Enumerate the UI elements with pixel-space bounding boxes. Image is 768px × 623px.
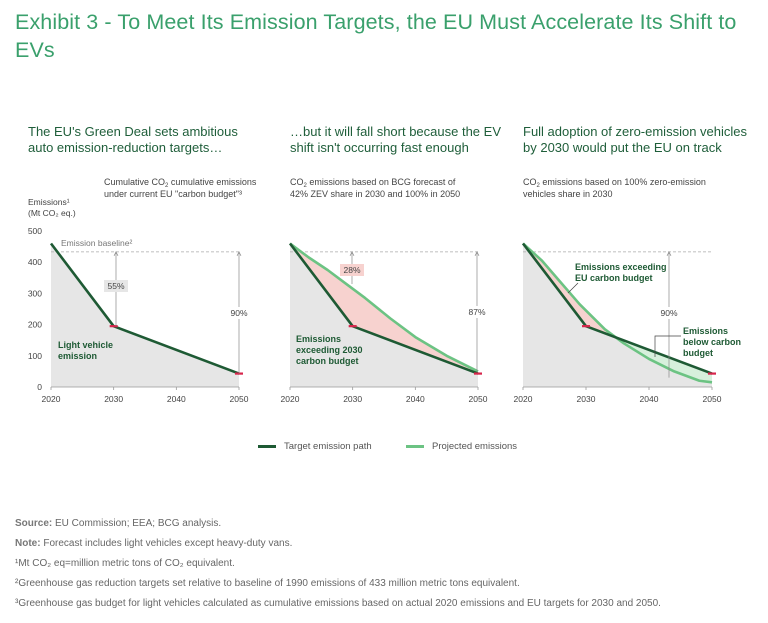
footnote-3: ³Greenhouse gas budget for light vehicle… — [15, 598, 661, 609]
x-tick-label: 2030 — [343, 394, 362, 404]
x-tick-label: 2020 — [42, 394, 61, 404]
panel-1-subtitle-line-1: Cumulative CO2 cumulative emissions — [104, 177, 257, 189]
y-tick-label: 400 — [28, 257, 42, 267]
p1-arrow-2030-head — [113, 251, 119, 257]
source-line: Source: EU Commission; EEA; BCG analysis… — [15, 514, 760, 534]
x-tick-label: 2040 — [167, 394, 186, 404]
p1-pct-2050-bg — [227, 307, 251, 319]
y-tick-label: 200 — [28, 320, 42, 330]
p3-over-label-1: Emissions exceeding — [575, 262, 667, 272]
p3-pct: 90% — [660, 308, 677, 318]
panel-2-headline: …but it will fall short because the EV s… — [290, 124, 501, 155]
x-tick-label: 2050 — [230, 394, 249, 404]
panel-3-subtitle-line-1: CO2 emissions based on 100% zero-emissio… — [523, 177, 706, 189]
p3-under-label-2: below carbon — [683, 337, 741, 347]
emission-area — [51, 243, 239, 387]
x-tick-label: 2020 — [281, 394, 300, 404]
y-axis-ticks: 0 100 200 300 400 500 — [28, 226, 42, 392]
x-tick-label: 2050 — [703, 394, 722, 404]
projected-emissions-line — [522, 242, 713, 384]
x-tick-label: 2050 — [469, 394, 488, 404]
x-tick-label: 2020 — [514, 394, 533, 404]
legend-target-swatch — [258, 444, 276, 448]
gap-below-budget — [617, 338, 712, 383]
y-axis-label-2: (Mt CO₂ eq.) — [28, 208, 76, 218]
panel-1: 2020 2030 2040 2050 — [42, 242, 249, 404]
panel-3-subtitle-line-2: vehicles share in 2030 — [523, 189, 613, 199]
panel-2-subtitle-line-1: CO2 emissions based on BCG forecast of — [290, 177, 456, 189]
chart-annotations: Emission baseline² 55% 90% Light vehicleemi… — [58, 238, 741, 378]
p1-area-label-1: Light vehicle — [58, 340, 113, 350]
chart-panels: 2020 2030 2040 2050 2020 2030 2040 2050 2020 2030… — [42, 242, 722, 404]
p3-under-label-3: budget — [683, 348, 713, 358]
note-text: Forecast includes light vehicles except … — [43, 538, 293, 549]
y-tick-label: 500 — [28, 226, 42, 236]
p2-pct-2050: 87% — [468, 307, 485, 317]
note-line: Note: Forecast includes light vehicles e… — [15, 534, 760, 554]
x-tick-label: 2030 — [577, 394, 596, 404]
panel-2-subtitle-line-2: 42% ZEV share in 2030 and 100% in 2050 — [290, 189, 460, 199]
p2-label-3: carbon budget — [296, 356, 359, 366]
panel-2: 2020 2030 2040 2050 — [281, 242, 488, 404]
source-label: Source: — [15, 518, 53, 529]
p1-area-label-2: emission — [58, 351, 97, 361]
legend-projected-swatch — [406, 444, 424, 448]
y-tick-label: 0 — [37, 382, 42, 392]
x-tick-label: 2030 — [104, 394, 123, 404]
p2-label-2: exceeding 2030 — [296, 345, 363, 355]
y-tick-label: 100 — [28, 351, 42, 361]
p1-arrow-2050-head — [236, 251, 242, 257]
note-label: Note: — [15, 538, 41, 549]
panel-3-headline: Full adoption of zero-emission vehicles … — [523, 124, 747, 155]
chart-area: Cumulative CO2 cumulative emissions unde… — [28, 177, 741, 404]
page-title: Exhibit 3 - To Meet Its Emission Targets… — [15, 10, 737, 62]
y-tick-label: 300 — [28, 288, 42, 298]
p3-over-leader — [567, 282, 579, 294]
legend-projected: Projected emissions — [406, 441, 517, 452]
p1-pct-2030: 55% — [107, 281, 124, 291]
source-text: EU Commission; EEA; BCG analysis. — [55, 518, 222, 529]
baseline-label: Emission baseline² — [61, 238, 133, 248]
p2-label-1: Emissions — [296, 334, 341, 344]
x-tick-label: 2040 — [406, 394, 425, 404]
footnote-1: ¹Mt CO₂ eq=million metric tons of CO₂ eq… — [15, 558, 235, 569]
legend-projected-label: Projected emissions — [432, 441, 518, 452]
legend-target: Target emission path — [258, 441, 372, 452]
p2-arrow-gap-head — [349, 251, 355, 257]
panel-1-headline: The EU's Green Deal sets ambitious auto … — [28, 124, 238, 155]
footnotes: Source: EU Commission; EEA; BCG analysis… — [15, 514, 760, 614]
emission-area — [523, 243, 712, 387]
p3-under-leader — [654, 335, 681, 357]
x-tick-label: 2040 — [640, 394, 659, 404]
panel-1-subtitle-line-2: under current EU "carbon budget"³ — [104, 189, 242, 199]
p2-pct-2050-bg — [465, 306, 489, 318]
p2-arrow-2050-head — [474, 251, 480, 257]
p2-pct-gap: 28% — [343, 265, 360, 275]
p2-pct-gap-bg — [340, 264, 364, 276]
footnote-2: ²Greenhouse gas reduction targets set re… — [15, 578, 520, 589]
legend-target-label: Target emission path — [284, 441, 372, 452]
p3-pct-bg — [657, 307, 681, 319]
p1-pct-2050: 90% — [230, 308, 247, 318]
panel-3: 2020 2030 2040 2050 — [514, 242, 722, 404]
p1-pct-2030-bg — [104, 280, 128, 292]
p3-arrow-head — [666, 251, 672, 257]
y-axis-label-1: Emissions¹ — [28, 197, 70, 207]
projected-emissions-line — [289, 242, 479, 373]
p3-over-label-2: EU carbon budget — [575, 273, 653, 283]
p3-under-label-1: Emissions — [683, 326, 728, 336]
